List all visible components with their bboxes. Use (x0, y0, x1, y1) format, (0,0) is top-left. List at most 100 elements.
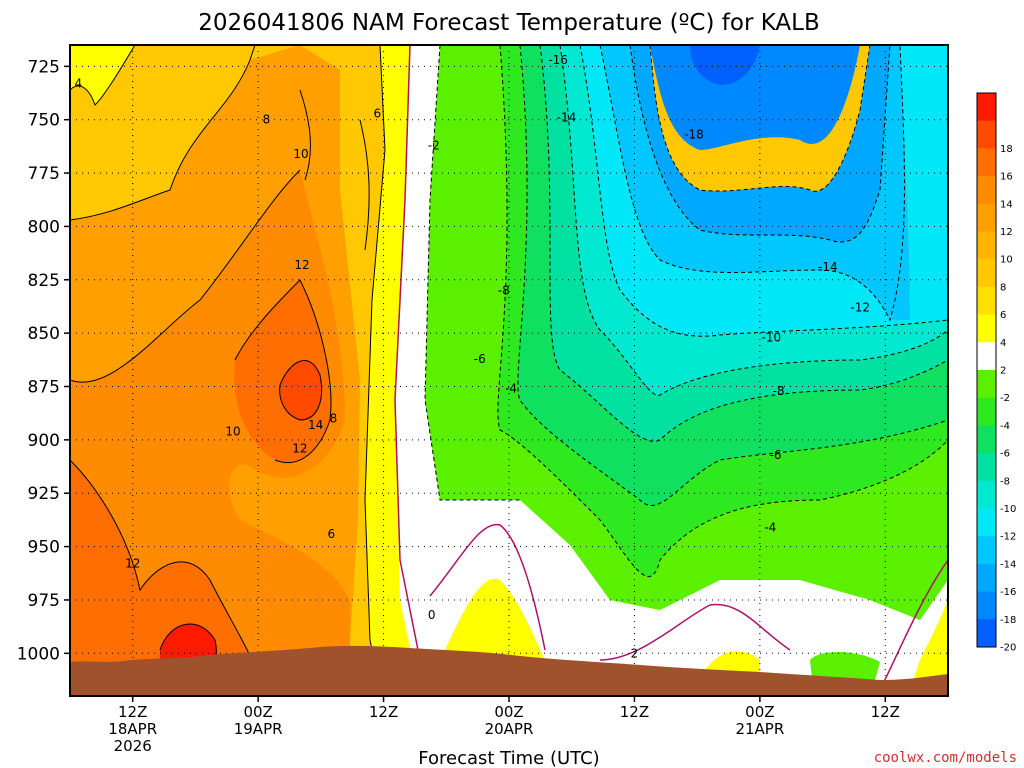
contour-label: -10 (762, 330, 782, 344)
contour-label: 14 (308, 418, 323, 432)
contour-dashed-lines (424, 45, 948, 577)
y-tick-label: 900 (28, 431, 60, 451)
contour-label: 0 (428, 608, 436, 622)
terrain (70, 645, 948, 696)
contour-label: 12 (294, 258, 309, 272)
contour-labels: 4 8 6 -2 -16 -14 -18 10 12 -8 -14 -12 -10 -6 -8 -4 10 14 8… (75, 53, 870, 660)
contour-label: -12 (850, 301, 870, 315)
colorbar-label: 10 (1000, 255, 1013, 266)
x-tick-label: 21APR (735, 720, 784, 738)
colorbar-label: 16 (1000, 172, 1013, 183)
colorbar-label: -2 (1000, 393, 1010, 404)
x-tick-label: 12Z (118, 703, 147, 721)
contour-label: -8 (773, 384, 785, 398)
colorbar-label: -14 (1000, 559, 1016, 570)
contour-label: 2 (631, 646, 639, 660)
contour-label: 4 (75, 76, 83, 90)
contour-label: 12 (125, 557, 140, 571)
contour-label: -4 (764, 520, 776, 534)
colorbar-segment (977, 370, 996, 399)
x-tick-label: 18APR (108, 720, 157, 738)
contour-label: 8 (263, 113, 271, 127)
colorbar-segment (977, 342, 996, 371)
colorbar-segment (977, 148, 996, 177)
x-tick-label: 12Z (620, 703, 649, 721)
x-axis-label: Forecast Time (UTC) (418, 748, 599, 768)
colorbar-label: -6 (1000, 449, 1010, 460)
colorbar-label: 12 (1000, 227, 1013, 238)
contour-label: -6 (770, 448, 782, 462)
region-neg12-neg14 (505, 45, 948, 337)
colorbar-label: -12 (1000, 532, 1016, 543)
colorbar-segment (977, 591, 996, 620)
credit-text[interactable]: coolwx.com/models (874, 750, 1017, 766)
colorbar-segment (977, 93, 996, 122)
colorbar-label: -4 (1000, 421, 1010, 432)
y-tick-label: 925 (28, 484, 60, 504)
x-tick-label: 2026 (114, 737, 152, 755)
region-14-16 (279, 360, 322, 420)
contour-label: 6 (373, 106, 381, 120)
contour-label: -8 (498, 283, 510, 297)
colorbar-segment (977, 259, 996, 288)
colorbar-segment (977, 508, 996, 537)
region-4-6-topleft (70, 45, 135, 105)
colorbar-label: -10 (1000, 504, 1016, 515)
x-tick-label: 12Z (871, 703, 900, 721)
x-tick-label: 12Z (369, 703, 398, 721)
y-tick-label: 875 (28, 378, 60, 398)
colorbar-label: -8 (1000, 476, 1010, 487)
colorbar-segment (977, 536, 996, 565)
y-tick-label: 825 (28, 271, 60, 291)
x-tick-label: 00Z (494, 703, 523, 721)
y-axis: 725 750 775 800 825 850 875 900 925 950 975 1000 (17, 57, 70, 664)
region-surface-green (810, 651, 880, 680)
plot-area (70, 45, 948, 696)
colorbar-label: 8 (1000, 282, 1006, 293)
region-surface-bump-1 (440, 578, 545, 660)
contour-label: 10 (225, 424, 240, 438)
colorbar-label: -20 (1000, 643, 1016, 654)
colorbar: 18 16 14 12 10 8 6 4 2 -2 -4 -6 -8 -10 -12 -14 -16 -18 -20 (976, 92, 1016, 654)
region-neg16-neg18 (545, 45, 890, 242)
x-tick-label: 00Z (243, 703, 272, 721)
y-tick-label: 725 (28, 57, 60, 77)
colorbar-label: -16 (1000, 587, 1016, 598)
y-tick-label: 850 (28, 324, 60, 344)
region-12-14-low (70, 460, 260, 690)
contour-label: 6 (327, 527, 335, 541)
colorbar-label: 4 (1000, 338, 1006, 349)
colorbar-label: -18 (1000, 615, 1016, 626)
contour-label: -14 (818, 260, 838, 274)
contour-label: -4 (505, 382, 517, 396)
contour-label: -6 (474, 352, 486, 366)
colorbar-segment (977, 231, 996, 260)
colorbar-segment (977, 425, 996, 454)
region-neg14-neg16 (520, 45, 910, 320)
region-surface-bump-3 (910, 600, 948, 690)
colorbar-label: 2 (1000, 366, 1006, 377)
colorbar-segment (977, 286, 996, 316)
y-tick-label: 775 (28, 164, 60, 184)
y-tick-label: 975 (28, 591, 60, 611)
colorbar-label: 14 (1000, 199, 1013, 210)
contour-label: 12 (292, 441, 307, 455)
colorbar-segment (977, 619, 996, 648)
contour-label: -18 (684, 128, 704, 142)
contour-label: 8 (330, 412, 338, 426)
colorbar-segment (977, 453, 996, 482)
colorbar-segment (977, 563, 996, 593)
chart-title: 2026041806 NAM Forecast Temperature (ºC)… (198, 10, 819, 36)
y-tick-label: 1000 (17, 644, 60, 664)
x-tick-label: 19APR (234, 720, 283, 738)
colorbar-label: 6 (1000, 310, 1006, 321)
y-tick-label: 750 (28, 111, 60, 131)
colorbar-frame (976, 92, 997, 648)
colorbar-label: 18 (1000, 144, 1013, 155)
region-neg10-neg12 (495, 45, 948, 396)
region-neg6-neg8 (470, 45, 948, 506)
region-4-6 (365, 45, 418, 690)
region-neg2-neg4 (425, 45, 948, 620)
